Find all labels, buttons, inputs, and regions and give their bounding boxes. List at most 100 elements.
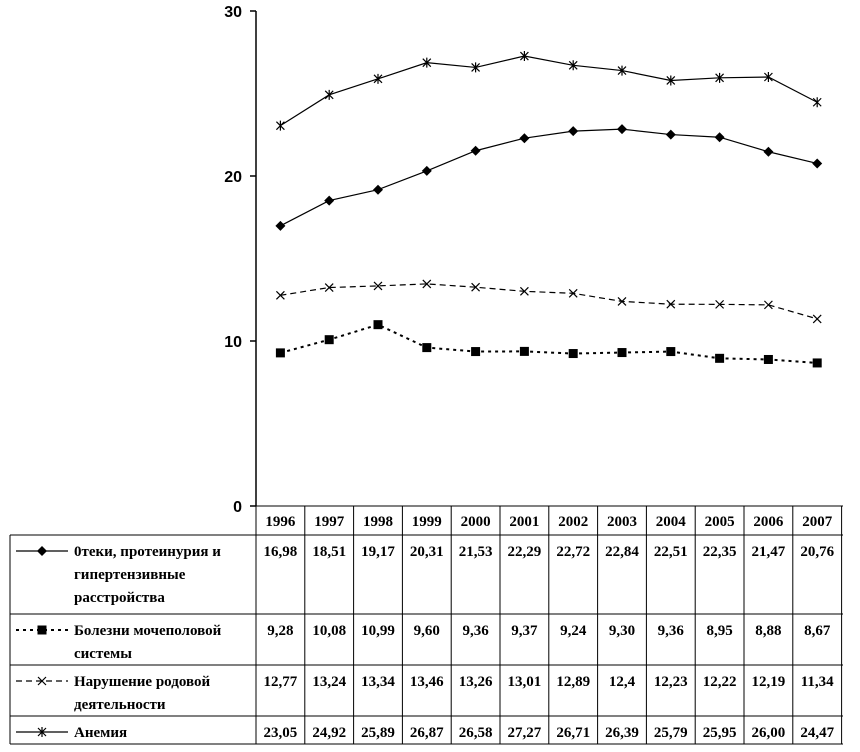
series-line-3 [280, 283, 818, 320]
data-label: 13,34 [361, 674, 395, 690]
data-label: 9,60 [414, 623, 440, 639]
category-label: 1996 [265, 514, 296, 530]
data-point [763, 146, 774, 157]
data-point [665, 129, 676, 140]
data-point [422, 57, 432, 68]
data-point [324, 335, 334, 345]
data-label: 8,88 [755, 623, 781, 639]
data-label: 23,05 [264, 725, 298, 741]
category-label: 2007 [802, 514, 833, 530]
legend-label: системы [74, 646, 132, 662]
category-label: 1998 [363, 514, 393, 530]
data-label: 9,36 [658, 623, 685, 639]
data-point [763, 354, 773, 364]
category-label: 2005 [705, 514, 735, 530]
data-label: 18,51 [312, 544, 346, 560]
data-label: 13,46 [410, 674, 444, 690]
data-label: 20,76 [800, 544, 834, 560]
data-point [470, 145, 481, 156]
data-label: 19,17 [361, 544, 395, 560]
data-point [373, 281, 383, 291]
data-label: 25,89 [361, 725, 395, 741]
legend-marker-3 [37, 676, 47, 686]
data-label: 8,67 [804, 623, 831, 639]
data-label: 21,47 [752, 544, 786, 560]
data-label: 13,01 [508, 674, 542, 690]
data-point [617, 124, 627, 135]
data-label: 9,28 [267, 623, 293, 639]
data-point [812, 358, 822, 368]
data-label: 16,98 [264, 544, 298, 560]
data-point [373, 73, 383, 84]
data-point [471, 282, 481, 292]
y-tick-label: 30 [224, 4, 242, 21]
legend-marker-1 [37, 546, 47, 556]
y-tick-label: 10 [224, 334, 242, 351]
data-label: 11,34 [801, 674, 834, 690]
data-label: 26,00 [752, 725, 786, 741]
legend-label: Болезни мочеполовой [74, 623, 222, 639]
data-point [275, 220, 286, 231]
data-point [812, 97, 822, 108]
data-point [519, 286, 529, 296]
data-point [617, 65, 627, 76]
data-point [715, 299, 725, 309]
data-label: 22,84 [605, 544, 639, 560]
legend-marker-4 [37, 727, 47, 737]
data-point [422, 279, 432, 289]
data-point [519, 346, 529, 356]
series-line-4 [280, 55, 818, 127]
data-point [617, 296, 627, 306]
data-label: 22,29 [508, 544, 542, 560]
category-label: 2002 [558, 514, 588, 530]
data-point [812, 158, 823, 169]
data-label: 26,39 [605, 725, 639, 741]
data-label: 9,24 [560, 623, 587, 639]
data-point [617, 348, 627, 358]
data-label: 24,92 [312, 725, 346, 741]
y-tick-label: 0 [233, 499, 242, 516]
data-label: 22,35 [703, 544, 737, 560]
data-label: 26,71 [556, 725, 590, 741]
legend-label: Анемия [74, 725, 127, 741]
data-label: 22,72 [556, 544, 590, 560]
data-point [373, 320, 383, 330]
data-point [568, 60, 578, 71]
data-point [666, 299, 676, 309]
data-point [422, 343, 432, 353]
data-label: 25,95 [703, 725, 737, 741]
data-label: 12,23 [654, 674, 688, 690]
data-point [666, 347, 676, 357]
data-label: 26,87 [410, 725, 444, 741]
legend-label: расстройства [74, 590, 165, 606]
legend-marker-2 [37, 625, 47, 635]
data-point [373, 184, 383, 195]
data-point [715, 72, 725, 83]
data-point [324, 89, 334, 100]
category-label: 2000 [461, 514, 491, 530]
data-point [324, 195, 335, 206]
data-point [666, 75, 676, 86]
data-label: 12,22 [703, 674, 737, 690]
data-point [519, 51, 529, 62]
data-point [471, 62, 481, 73]
data-point [275, 290, 285, 300]
data-label: 9,37 [511, 623, 538, 639]
y-tick-label: 20 [224, 169, 242, 186]
data-label: 13,24 [312, 674, 346, 690]
data-point [715, 353, 725, 363]
data-point [568, 288, 578, 298]
legend-label: Нарушение родовой [74, 674, 210, 690]
category-label: 1997 [314, 514, 345, 530]
category-label: 2006 [753, 514, 784, 530]
data-label: 12,77 [264, 674, 298, 690]
data-label: 27,27 [508, 725, 542, 741]
data-point [471, 347, 481, 357]
data-point [519, 133, 530, 144]
data-label: 25,79 [654, 725, 688, 741]
legend-label: 0теки, протеинурия и [74, 544, 221, 560]
data-label: 10,08 [312, 623, 346, 639]
data-point [568, 349, 578, 359]
series-line-2 [280, 323, 818, 364]
